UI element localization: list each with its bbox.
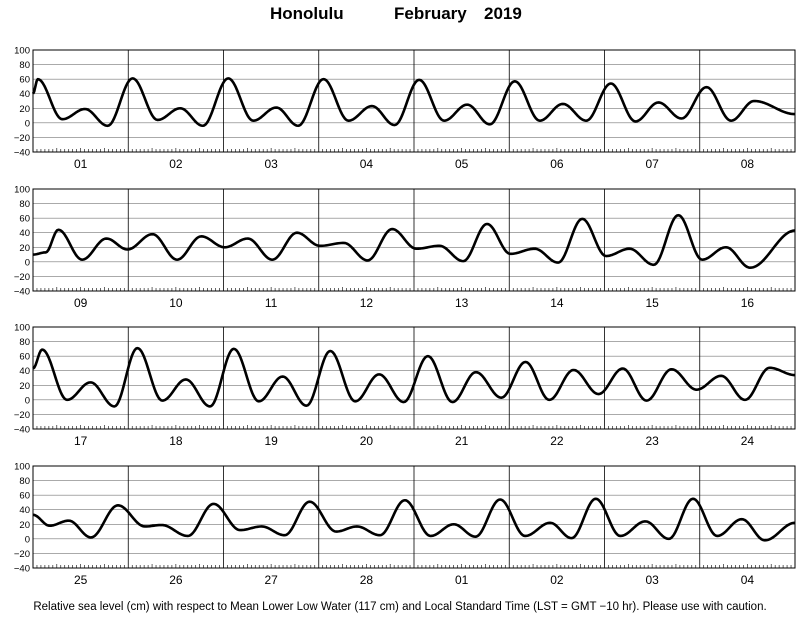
y-tick-label: 40 <box>19 228 30 239</box>
y-tick-label: 100 <box>14 323 30 334</box>
day-label: 02 <box>169 157 183 171</box>
y-tick-label: 100 <box>14 46 30 57</box>
y-tick-label: 60 <box>19 75 30 86</box>
day-label: 17 <box>74 434 88 448</box>
day-label: 28 <box>360 573 374 587</box>
y-tick-label: 100 <box>14 185 30 196</box>
y-tick-label: 80 <box>19 476 30 487</box>
day-label: 10 <box>169 296 183 310</box>
tide-series-line <box>32 346 796 408</box>
day-label: 20 <box>360 434 374 448</box>
day-label: 03 <box>264 157 278 171</box>
y-tick-label: 40 <box>19 89 30 100</box>
day-label: 14 <box>550 296 564 310</box>
y-tick-label: −20 <box>14 410 30 421</box>
y-tick-label: 100 <box>14 462 30 473</box>
y-tick-label: 0 <box>25 257 30 268</box>
day-label: 05 <box>455 157 469 171</box>
day-label: 01 <box>74 157 88 171</box>
tide-series-line <box>32 497 796 542</box>
day-label: 25 <box>74 573 88 587</box>
chart-title: Honolulu February 2019 <box>0 4 800 26</box>
y-tick-label: 20 <box>19 104 30 115</box>
y-tick-label: −20 <box>14 549 30 560</box>
day-label: 24 <box>741 434 755 448</box>
title-month: February <box>394 4 467 23</box>
day-label: 04 <box>360 157 374 171</box>
day-label: 12 <box>360 296 374 310</box>
day-label: 09 <box>74 296 88 310</box>
y-tick-label: 0 <box>25 118 30 129</box>
y-tick-label: 40 <box>19 505 30 516</box>
day-label: 18 <box>169 434 183 448</box>
y-tick-label: 60 <box>19 214 30 225</box>
y-tick-label: −20 <box>14 133 30 144</box>
y-tick-label: 80 <box>19 337 30 348</box>
y-tick-label: 0 <box>25 395 30 406</box>
day-label: 22 <box>550 434 564 448</box>
y-tick-label: −40 <box>14 148 30 159</box>
y-tick-label: 20 <box>19 520 30 531</box>
day-label: 03 <box>645 573 659 587</box>
y-tick-label: 20 <box>19 381 30 392</box>
tide-series-line <box>32 213 796 269</box>
y-tick-label: 20 <box>19 243 30 254</box>
day-label: 06 <box>550 157 564 171</box>
y-tick-label: −20 <box>14 272 30 283</box>
day-label: 23 <box>645 434 659 448</box>
day-label: 08 <box>741 157 755 171</box>
y-tick-label: 60 <box>19 352 30 363</box>
day-label: 02 <box>550 573 564 587</box>
day-label: 19 <box>264 434 278 448</box>
day-label: 26 <box>169 573 183 587</box>
tide-series-line <box>31 77 796 128</box>
y-tick-label: −40 <box>14 425 30 436</box>
day-label: 01 <box>455 573 469 587</box>
y-tick-label: −40 <box>14 287 30 298</box>
day-label: 13 <box>455 296 469 310</box>
y-tick-label: 40 <box>19 366 30 377</box>
y-tick-label: 80 <box>19 60 30 71</box>
day-label: 16 <box>741 296 755 310</box>
y-tick-label: 80 <box>19 199 30 210</box>
day-label: 27 <box>264 573 278 587</box>
footer-note: Relative sea level (cm) with respect to … <box>33 601 767 613</box>
y-tick-label: 60 <box>19 491 30 502</box>
day-label: 11 <box>265 296 278 310</box>
title-location: Honolulu <box>270 4 344 23</box>
y-tick-label: −40 <box>14 564 30 575</box>
day-label: 21 <box>455 434 469 448</box>
title-year: 2019 <box>484 4 522 23</box>
day-label: 15 <box>645 296 659 310</box>
y-tick-label: 0 <box>25 534 30 545</box>
day-label: 04 <box>741 573 755 587</box>
day-label: 07 <box>645 157 659 171</box>
